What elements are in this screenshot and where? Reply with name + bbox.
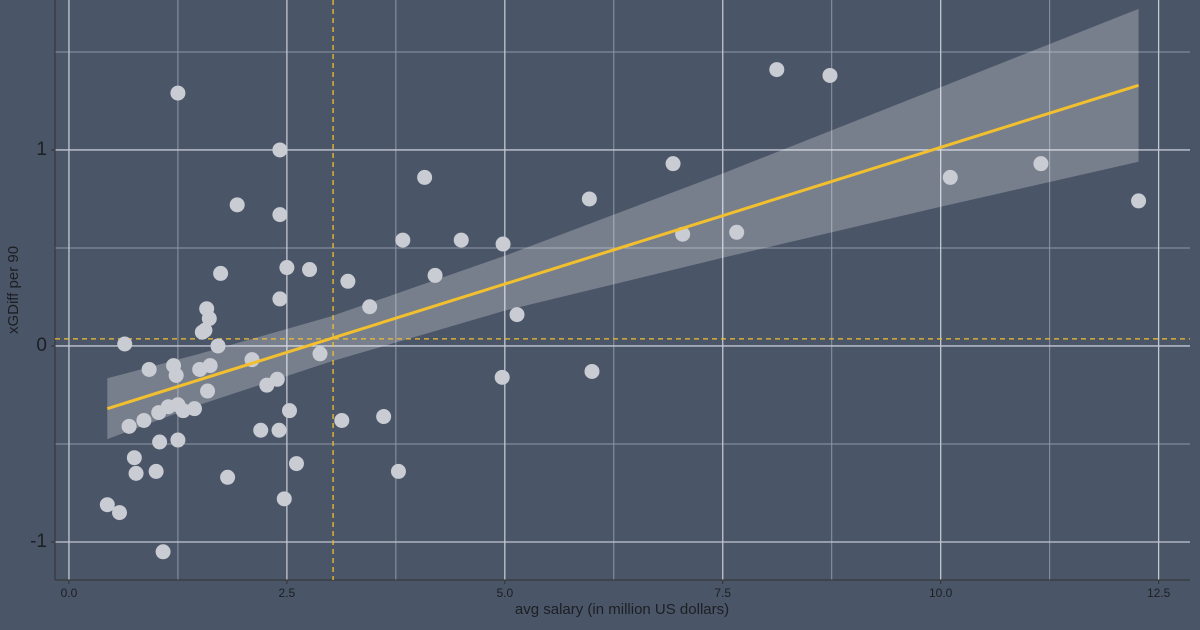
point: [729, 224, 745, 240]
point: [128, 465, 144, 481]
point: [148, 463, 164, 479]
point: [112, 505, 128, 521]
point: [495, 236, 511, 252]
point: [99, 497, 115, 513]
point: [1131, 193, 1147, 209]
point: [822, 67, 838, 83]
point: [168, 367, 184, 383]
point: [395, 232, 411, 248]
point: [202, 358, 218, 374]
x-tick-label: 10.0: [929, 586, 953, 600]
point: [170, 85, 186, 101]
point: [152, 434, 168, 450]
point: [281, 403, 297, 419]
x-tick-label: 12.5: [1147, 586, 1171, 600]
point: [197, 322, 213, 338]
point: [769, 62, 785, 78]
point: [1033, 156, 1049, 172]
point: [584, 363, 600, 379]
point: [302, 262, 318, 278]
point: [220, 469, 236, 485]
point: [121, 418, 137, 434]
point: [390, 463, 406, 479]
point: [494, 369, 510, 385]
point: [417, 169, 433, 185]
point: [186, 401, 202, 417]
point: [272, 291, 288, 307]
fit-line: [106, 83, 1140, 411]
x-tick-label: 2.5: [279, 586, 296, 600]
point: [427, 267, 443, 283]
point: [210, 338, 226, 354]
y-axis-label: xGDiff per 90: [5, 246, 22, 334]
point: [340, 273, 356, 289]
point: [253, 422, 269, 438]
point: [665, 156, 681, 172]
point: [509, 307, 525, 323]
y-tick-label: 1: [36, 139, 47, 160]
point: [126, 450, 142, 466]
point: [272, 207, 288, 223]
point: [175, 403, 191, 419]
point: [453, 232, 469, 248]
point: [942, 169, 958, 185]
point: [200, 383, 216, 399]
point: [276, 491, 292, 507]
x-axis-label: avg salary (in million US dollars): [515, 601, 729, 618]
point: [312, 346, 328, 362]
point: [288, 456, 304, 472]
x-tick-label: 5.0: [496, 586, 513, 600]
x-tick-label: 7.5: [714, 586, 731, 600]
point: [141, 361, 157, 377]
point: [269, 371, 285, 387]
point: [581, 191, 597, 207]
point: [155, 544, 171, 560]
point: [271, 422, 287, 438]
point: [272, 142, 288, 158]
x-tick-label: 0.0: [61, 586, 78, 600]
y-tick-label: 0: [36, 335, 47, 356]
point: [334, 412, 350, 428]
confidence-band: [107, 8, 1139, 440]
y-tick-label: -1: [30, 531, 47, 552]
point: [362, 299, 378, 315]
point: [136, 412, 152, 428]
point: [201, 311, 217, 327]
point: [170, 432, 186, 448]
point: [376, 409, 392, 425]
point: [117, 336, 133, 352]
point: [279, 260, 295, 276]
point: [229, 197, 245, 213]
point: [213, 265, 229, 281]
